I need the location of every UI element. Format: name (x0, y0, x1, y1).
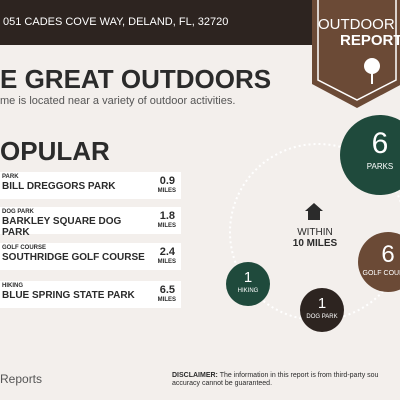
footer-brand: Reports (0, 372, 43, 386)
count-label: HIKING (237, 287, 259, 294)
badge (312, 0, 400, 108)
badge-shape (312, 0, 400, 108)
count-circle: 1 HIKING (226, 262, 270, 306)
count-label: DOG PARK (306, 313, 338, 320)
item-unit: MILES (157, 188, 176, 194)
tree-trunk (371, 72, 373, 84)
count-label: GOLF COURSE (362, 269, 400, 277)
section-title: E GREAT OUTDOORS (0, 64, 272, 94)
disclaimer: DISCLAIMER: The information in this repo… (172, 372, 378, 379)
address: 051 CADES COVE WAY, DELAND, FL, 32720 (3, 16, 229, 28)
item-category: HIKING (2, 283, 23, 289)
badge-line2: REPORT (340, 32, 400, 49)
item-name: BARKLEY SQUARE DOG PARK (2, 216, 122, 238)
item-distance: 0.9 (159, 175, 175, 187)
disclaimer-text: The information in this report is from t… (219, 372, 379, 379)
dotted-ring (229, 143, 400, 321)
item-unit: MILES (157, 297, 176, 303)
count-circle: 6 PARKS (340, 115, 400, 195)
disclaimer-label: DISCLAIMER: (172, 372, 218, 379)
count-value: 6 (381, 240, 395, 268)
list-item: DOG PARK BARKLEY SQUARE DOG PARK 1.8 MILES (0, 207, 181, 238)
item-name: BILL DREGGORS PARK (2, 181, 116, 192)
radius-line2: 10 MILES (292, 238, 338, 249)
badge-outline (317, 0, 397, 101)
count-value: 1 (317, 294, 327, 312)
item-category: GOLF COURSE (2, 245, 47, 251)
item-distance: 1.8 (159, 210, 175, 222)
item-category: DOG PARK (2, 209, 34, 215)
item-distance: 2.4 (159, 246, 175, 258)
badge-line1: OUTDOOR (318, 16, 395, 33)
count-value: 1 (243, 268, 253, 286)
radius-line1: WITHIN (297, 227, 333, 238)
count-value: 6 (371, 127, 389, 160)
count-circle: 1 DOG PARK (300, 288, 344, 332)
count-label: PARKS (366, 162, 394, 171)
item-name: SOUTHRIDGE GOLF COURSE (2, 252, 145, 263)
list-item: GOLF COURSE SOUTHRIDGE GOLF COURSE 2.4 MILE… (0, 243, 181, 270)
item-unit: MILES (157, 223, 176, 229)
item-distance: 6.5 (159, 284, 175, 296)
home-icon (305, 203, 323, 220)
tree-icon (364, 58, 380, 74)
popular-title: OPULAR (0, 136, 110, 166)
section-subtitle: me is located near a variety of outdoor … (0, 95, 236, 107)
item-category: PARK (2, 174, 19, 180)
item-name: BLUE SPRING STATE PARK (2, 290, 135, 301)
disclaimer-text2: accuracy cannot be guaranteed. (172, 380, 273, 387)
item-unit: MILES (157, 259, 176, 265)
list-item: PARK BILL DREGGORS PARK 0.9 MILES (0, 172, 181, 199)
list-item: HIKING BLUE SPRING STATE PARK 6.5 MILES (0, 281, 181, 308)
